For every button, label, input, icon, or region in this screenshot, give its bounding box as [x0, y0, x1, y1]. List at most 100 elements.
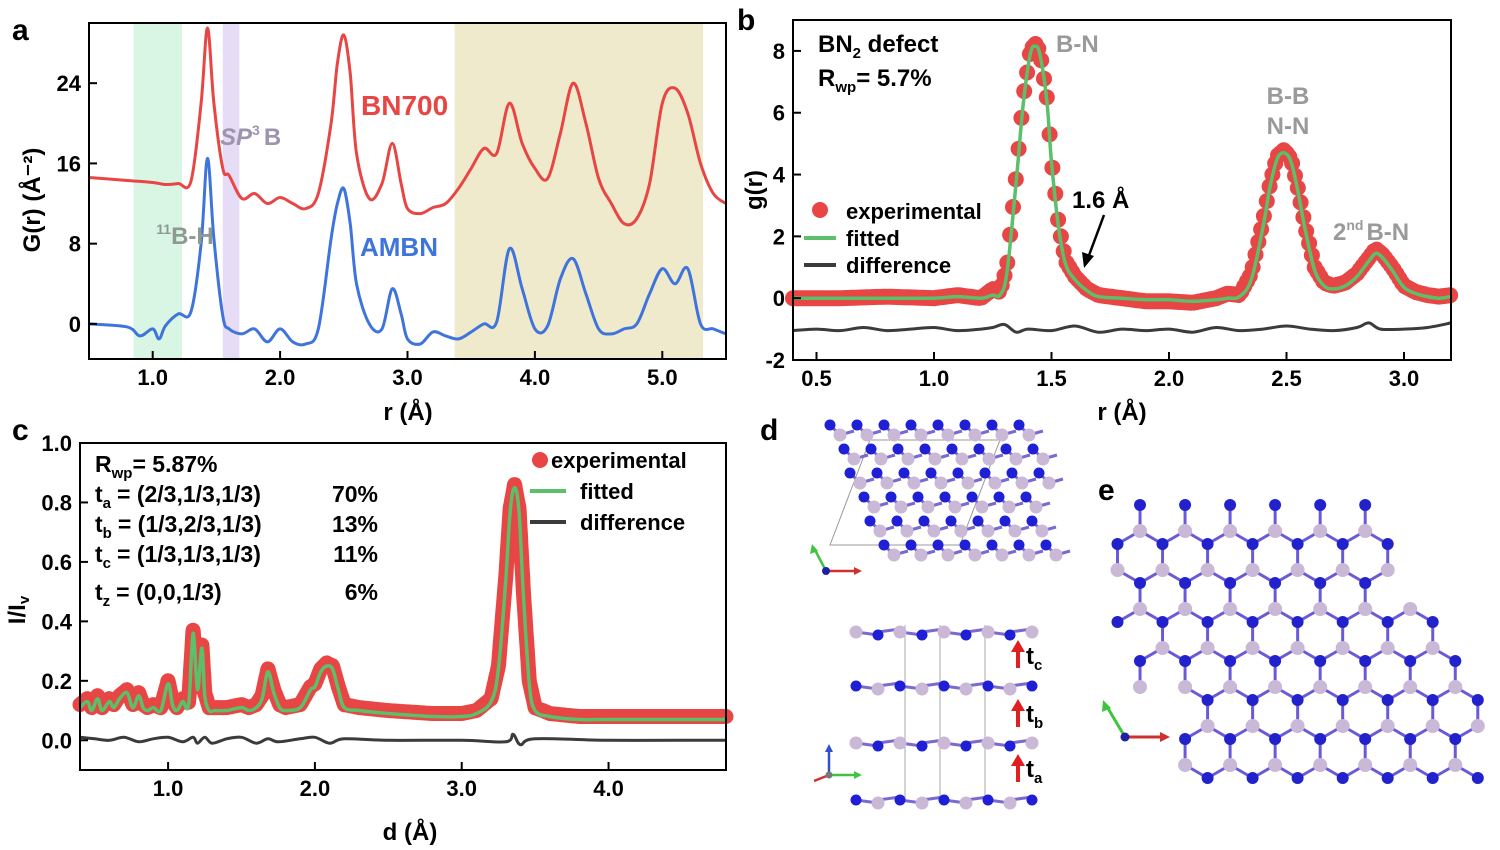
- boron-atom: [907, 476, 921, 490]
- boron-atom: [1025, 625, 1039, 639]
- boron-atom: [853, 476, 867, 490]
- panel-c-xtick-label: 4.0: [593, 776, 624, 801]
- boron-atom: [968, 548, 982, 562]
- boron-atom: [1425, 719, 1440, 733]
- panel-a-xtick-label: 3.0: [392, 365, 423, 390]
- nitrogen-atom: [993, 491, 1005, 503]
- nitrogen-atom: [972, 515, 984, 527]
- translation-pct-b: 13%: [332, 511, 378, 537]
- boron-atom: [941, 548, 955, 562]
- nitrogen-atom: [885, 491, 897, 503]
- nitrogen-atom: [1336, 772, 1349, 784]
- translation-row-z: tz = (0,0,1/3): [95, 579, 222, 610]
- boron-atom: [937, 736, 951, 750]
- boron-atom: [1200, 719, 1215, 733]
- nitrogen-atom: [982, 794, 994, 806]
- nitrogen-atom: [865, 443, 877, 455]
- peak-label-nn: N-N: [1267, 113, 1310, 140]
- nitrogen-atom: [1269, 655, 1282, 667]
- nitrogen-atom: [919, 443, 931, 455]
- boron-atom: [893, 736, 907, 750]
- panel-c-xtick-label: 3.0: [446, 776, 477, 801]
- boron-atom: [954, 524, 968, 538]
- boron-atom: [849, 625, 863, 639]
- boron-atom: [860, 428, 874, 442]
- nitrogen-atom: [872, 740, 884, 752]
- boron-atom: [1009, 452, 1023, 466]
- nitrogen-atom: [1336, 694, 1349, 706]
- boron-atom: [934, 476, 948, 490]
- boron-atom: [1313, 524, 1328, 538]
- panel-b-frame: [792, 19, 1452, 361]
- nitrogen-atom: [960, 629, 972, 641]
- boron-atom: [894, 500, 908, 514]
- nitrogen-atom: [1359, 655, 1372, 667]
- panel-a-ticks: 1.0 2.0 3.0 4.0 5.0 0 8 16 24: [57, 71, 678, 390]
- nitrogen-atom: [1381, 616, 1394, 628]
- nitrogen-atom: [1314, 733, 1327, 745]
- nitrogen-atom: [1314, 655, 1327, 667]
- panel-b-title: BN2 defect: [818, 31, 938, 62]
- boron-atom: [1022, 428, 1036, 442]
- nitrogen-atom: [1291, 538, 1304, 550]
- translation-pct-z: 6%: [345, 579, 378, 605]
- boron-atom: [968, 428, 982, 442]
- boron-atom: [1110, 563, 1125, 577]
- nitrogen-atom: [959, 539, 971, 551]
- boron-atom: [1036, 452, 1050, 466]
- boron-atom: [1313, 680, 1328, 694]
- legend-c-experimental-marker: [532, 452, 548, 468]
- panel-b-xtick-label: 2.5: [1271, 366, 1302, 391]
- boron-atom: [1290, 563, 1305, 577]
- boron-atom: [1029, 500, 1043, 514]
- nitrogen-atom: [1291, 772, 1304, 784]
- bn-monolayer-lattice: [1110, 499, 1485, 784]
- boron-atom: [874, 452, 888, 466]
- svg-text:ta: ta: [1026, 756, 1043, 787]
- series-label-ambn: AMBN: [360, 232, 438, 262]
- boron-atom: [1380, 641, 1395, 655]
- nitrogen-atom: [932, 419, 944, 431]
- nitrogen-atom: [894, 680, 906, 692]
- panel-b-lines: [785, 36, 1459, 334]
- series-line-bn700: [88, 26, 727, 227]
- boron-atom: [982, 452, 996, 466]
- series-label-bn700: BN700: [361, 90, 448, 121]
- boron-atom: [1268, 758, 1283, 772]
- boron-atom: [871, 796, 885, 810]
- nitrogen-atom: [878, 539, 890, 551]
- region-band-0: [133, 23, 183, 359]
- boron-atom: [1358, 758, 1373, 772]
- legend-b-experimental: experimental: [846, 199, 982, 224]
- panel-a-ytick-label: 0: [69, 312, 81, 337]
- nitrogen-atom: [824, 419, 836, 431]
- nitrogen-atom: [1336, 616, 1349, 628]
- panel-b-ytick-label: 2: [773, 224, 785, 249]
- peak-label-bb: B-B: [1267, 83, 1310, 110]
- boron-atom: [1335, 641, 1350, 655]
- nitrogen-atom: [1291, 694, 1304, 706]
- boron-atom: [1380, 719, 1395, 733]
- nitrogen-atom: [959, 419, 971, 431]
- boron-atom: [1268, 524, 1283, 538]
- axis-triad-d-top: [810, 544, 862, 575]
- legend-b-fitted: fitted: [846, 226, 900, 251]
- translation-arrow-ta: ta: [1011, 754, 1043, 787]
- translation-row-a: ta = (2/3,1/3,1/3): [95, 481, 261, 512]
- nitrogen-atom: [925, 467, 937, 479]
- panel-a-ytick-label: 16: [57, 151, 81, 176]
- nitrogen-atom: [982, 680, 994, 692]
- panel-b-ytick-label: 6: [773, 101, 785, 126]
- difference-line: [79, 732, 726, 747]
- nitrogen-atom: [1471, 772, 1484, 784]
- nitrogen-atom: [1224, 733, 1237, 745]
- nitrogen-atom: [1134, 655, 1146, 667]
- nitrogen-atom: [1269, 577, 1282, 589]
- nitrogen-atom: [1156, 538, 1169, 550]
- boron-atom: [981, 736, 995, 750]
- nitrogen-atom: [1026, 680, 1038, 692]
- panel-b-xtick-label: 3.0: [1389, 366, 1420, 391]
- nitrogen-atom: [945, 515, 957, 527]
- difference-line: [792, 321, 1452, 334]
- nitrogen-atom: [1179, 499, 1192, 511]
